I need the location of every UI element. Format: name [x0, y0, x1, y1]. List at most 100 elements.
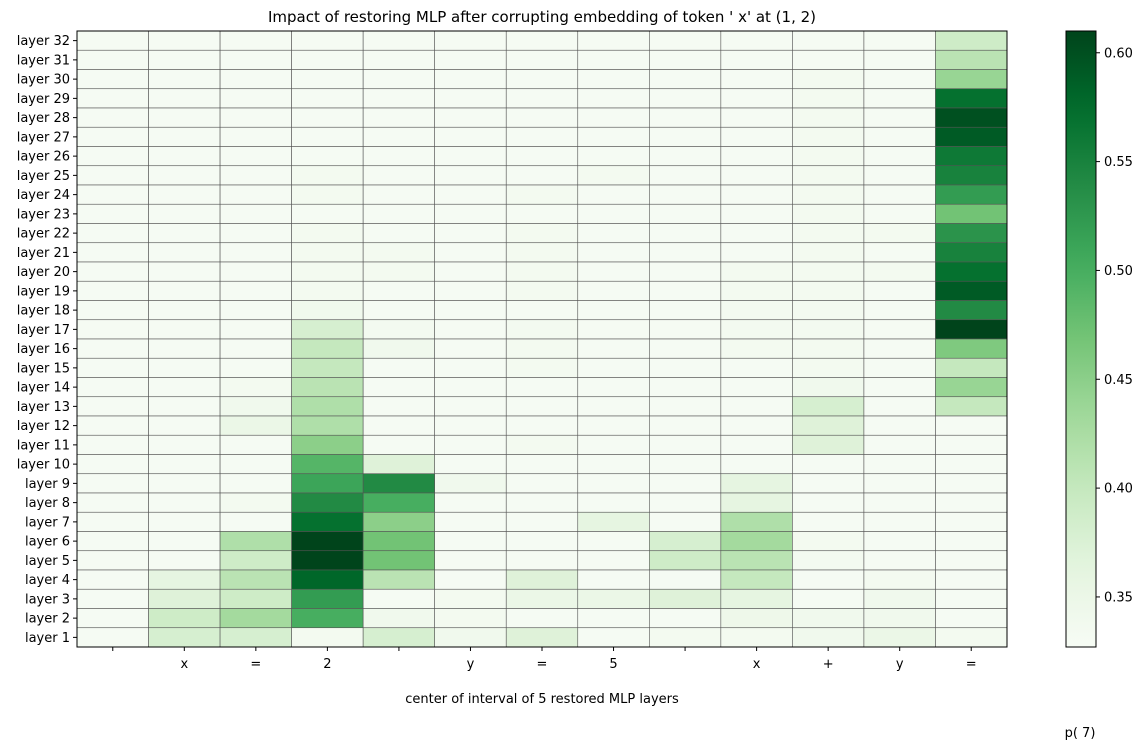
- heatmap-cell: [863, 569, 936, 590]
- heatmap-cell: [505, 280, 579, 301]
- heatmap-cell: [577, 377, 650, 398]
- heatmap-cell: [76, 454, 149, 475]
- heatmap-cell: [291, 184, 364, 205]
- x-tick-label: =: [250, 657, 261, 672]
- heatmap-cell: [76, 492, 149, 513]
- heatmap-cell: [434, 550, 507, 571]
- heatmap-cell: [935, 396, 1008, 417]
- heatmap-cell: [219, 434, 292, 455]
- y-tick-label: layer 3: [25, 592, 70, 607]
- heatmap-cell: [935, 280, 1008, 301]
- heatmap-cell: [720, 473, 793, 494]
- heatmap-cell: [935, 69, 1008, 90]
- heatmap-cell: [649, 261, 722, 282]
- heatmap-cell: [577, 511, 650, 532]
- heatmap-cell: [720, 454, 793, 475]
- heatmap-cell: [649, 107, 722, 128]
- heatmap-cell: [148, 569, 221, 590]
- heatmap-cell: [792, 280, 865, 301]
- heatmap-cell: [76, 242, 149, 263]
- heatmap-cell: [219, 223, 292, 244]
- heatmap-cell: [649, 627, 722, 648]
- heatmap-cell: [649, 88, 722, 109]
- heatmap-cell: [76, 261, 149, 282]
- heatmap-cell: [362, 338, 435, 359]
- heatmap-cell: [577, 588, 650, 609]
- heatmap-cell: [362, 396, 435, 417]
- heatmap-cell: [863, 415, 936, 436]
- heatmap-cell: [935, 492, 1008, 513]
- heatmap-cell: [863, 550, 936, 571]
- heatmap-cell: [720, 608, 793, 629]
- heatmap-cell: [434, 492, 507, 513]
- heatmap-cell: [219, 396, 292, 417]
- heatmap-cell: [505, 203, 579, 224]
- heatmap-cell: [291, 531, 364, 552]
- y-tick-label: layer 1: [25, 631, 70, 646]
- heatmap-cell: [649, 203, 722, 224]
- heatmap-cell: [577, 184, 650, 205]
- heatmap-cell: [434, 627, 507, 648]
- heatmap-cell: [76, 107, 149, 128]
- heatmap-cell: [577, 434, 650, 455]
- heatmap-cell: [577, 454, 650, 475]
- heatmap-cell: [577, 146, 650, 167]
- heatmap-cell: [291, 203, 364, 224]
- heatmap-cell: [577, 531, 650, 552]
- heatmap-cell: [649, 357, 722, 378]
- heatmap-cell: [649, 30, 722, 51]
- heatmap-cell: [434, 261, 507, 282]
- heatmap-cell: [649, 242, 722, 263]
- heatmap-cell: [505, 569, 579, 590]
- heatmap-cell: [720, 338, 793, 359]
- heatmap-cell: [291, 434, 364, 455]
- heatmap-cell: [219, 107, 292, 128]
- heatmap-cell: [434, 203, 507, 224]
- heatmap-cell: [863, 434, 936, 455]
- heatmap-cell: [148, 261, 221, 282]
- heatmap-cell: [505, 377, 579, 398]
- heatmap-cell: [577, 550, 650, 571]
- heatmap-cell: [219, 126, 292, 147]
- heatmap-cell: [863, 49, 936, 70]
- heatmap-cell: [792, 107, 865, 128]
- heatmap-cell: [577, 126, 650, 147]
- heatmap-cell: [362, 242, 435, 263]
- heatmap-cell: [935, 511, 1008, 532]
- colorbar-gradient: [1065, 30, 1097, 648]
- x-tick-label: y: [467, 657, 475, 672]
- heatmap-cell: [649, 434, 722, 455]
- heatmap-cell: [362, 473, 435, 494]
- heatmap-cell: [649, 319, 722, 340]
- heatmap-cell: [792, 146, 865, 167]
- heatmap-cell: [649, 49, 722, 70]
- heatmap-cell: [792, 511, 865, 532]
- heatmap-cell: [720, 30, 793, 51]
- heatmap-cell: [720, 531, 793, 552]
- heatmap-cell: [76, 49, 149, 70]
- heatmap-cell: [935, 126, 1008, 147]
- heatmap-cell: [720, 261, 793, 282]
- x-tick-label: =: [537, 657, 548, 672]
- y-tick-label: layer 8: [25, 496, 70, 511]
- x-tick-label: =: [966, 657, 977, 672]
- heatmap-cell: [434, 165, 507, 186]
- heatmap-cell: [291, 280, 364, 301]
- heatmap-cell: [148, 492, 221, 513]
- heatmap-cell: [649, 454, 722, 475]
- heatmap-cell: [505, 126, 579, 147]
- heatmap-cell: [76, 165, 149, 186]
- heatmap-cell: [148, 223, 221, 244]
- heatmap-cell: [720, 203, 793, 224]
- heatmap-cell: [863, 627, 936, 648]
- y-tick-label: layer 19: [17, 284, 70, 299]
- y-tick-label: layer 24: [17, 188, 70, 203]
- y-tick-label: layer 5: [25, 554, 70, 569]
- heatmap-cell: [148, 434, 221, 455]
- heatmap-cell: [792, 300, 865, 321]
- heatmap-cell: [434, 184, 507, 205]
- heatmap-cell: [792, 454, 865, 475]
- heatmap-cell: [792, 492, 865, 513]
- heatmap-cell: [362, 608, 435, 629]
- heatmap-cell: [76, 434, 149, 455]
